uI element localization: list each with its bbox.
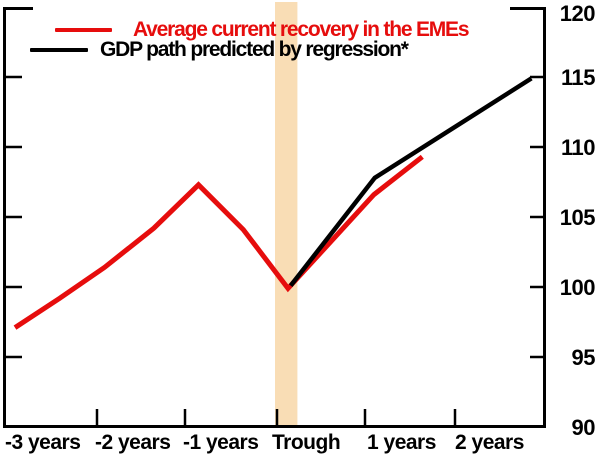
y-axis-label: 115 xyxy=(561,65,595,90)
x-axis-label: -3 years xyxy=(5,431,80,454)
trough-band xyxy=(275,2,298,427)
series-line-ems-recovery xyxy=(13,154,424,330)
y-axis-label: 110 xyxy=(561,135,595,160)
y-axis-label: 105 xyxy=(560,205,595,230)
x-axis-label: Trough xyxy=(272,431,340,454)
x-axis-label: -2 years xyxy=(95,431,170,454)
y-axis-label: 90 xyxy=(572,415,596,440)
y-axis-label: 100 xyxy=(560,275,595,300)
y-axis-label: 120 xyxy=(560,1,595,26)
x-axis-label: 2 years xyxy=(455,431,524,454)
y-axis-label: 95 xyxy=(572,345,596,370)
series-line-gdp-regression xyxy=(288,76,533,287)
x-axis-label: 1 years xyxy=(367,431,436,454)
x-axis-label: -1 years xyxy=(183,431,258,454)
